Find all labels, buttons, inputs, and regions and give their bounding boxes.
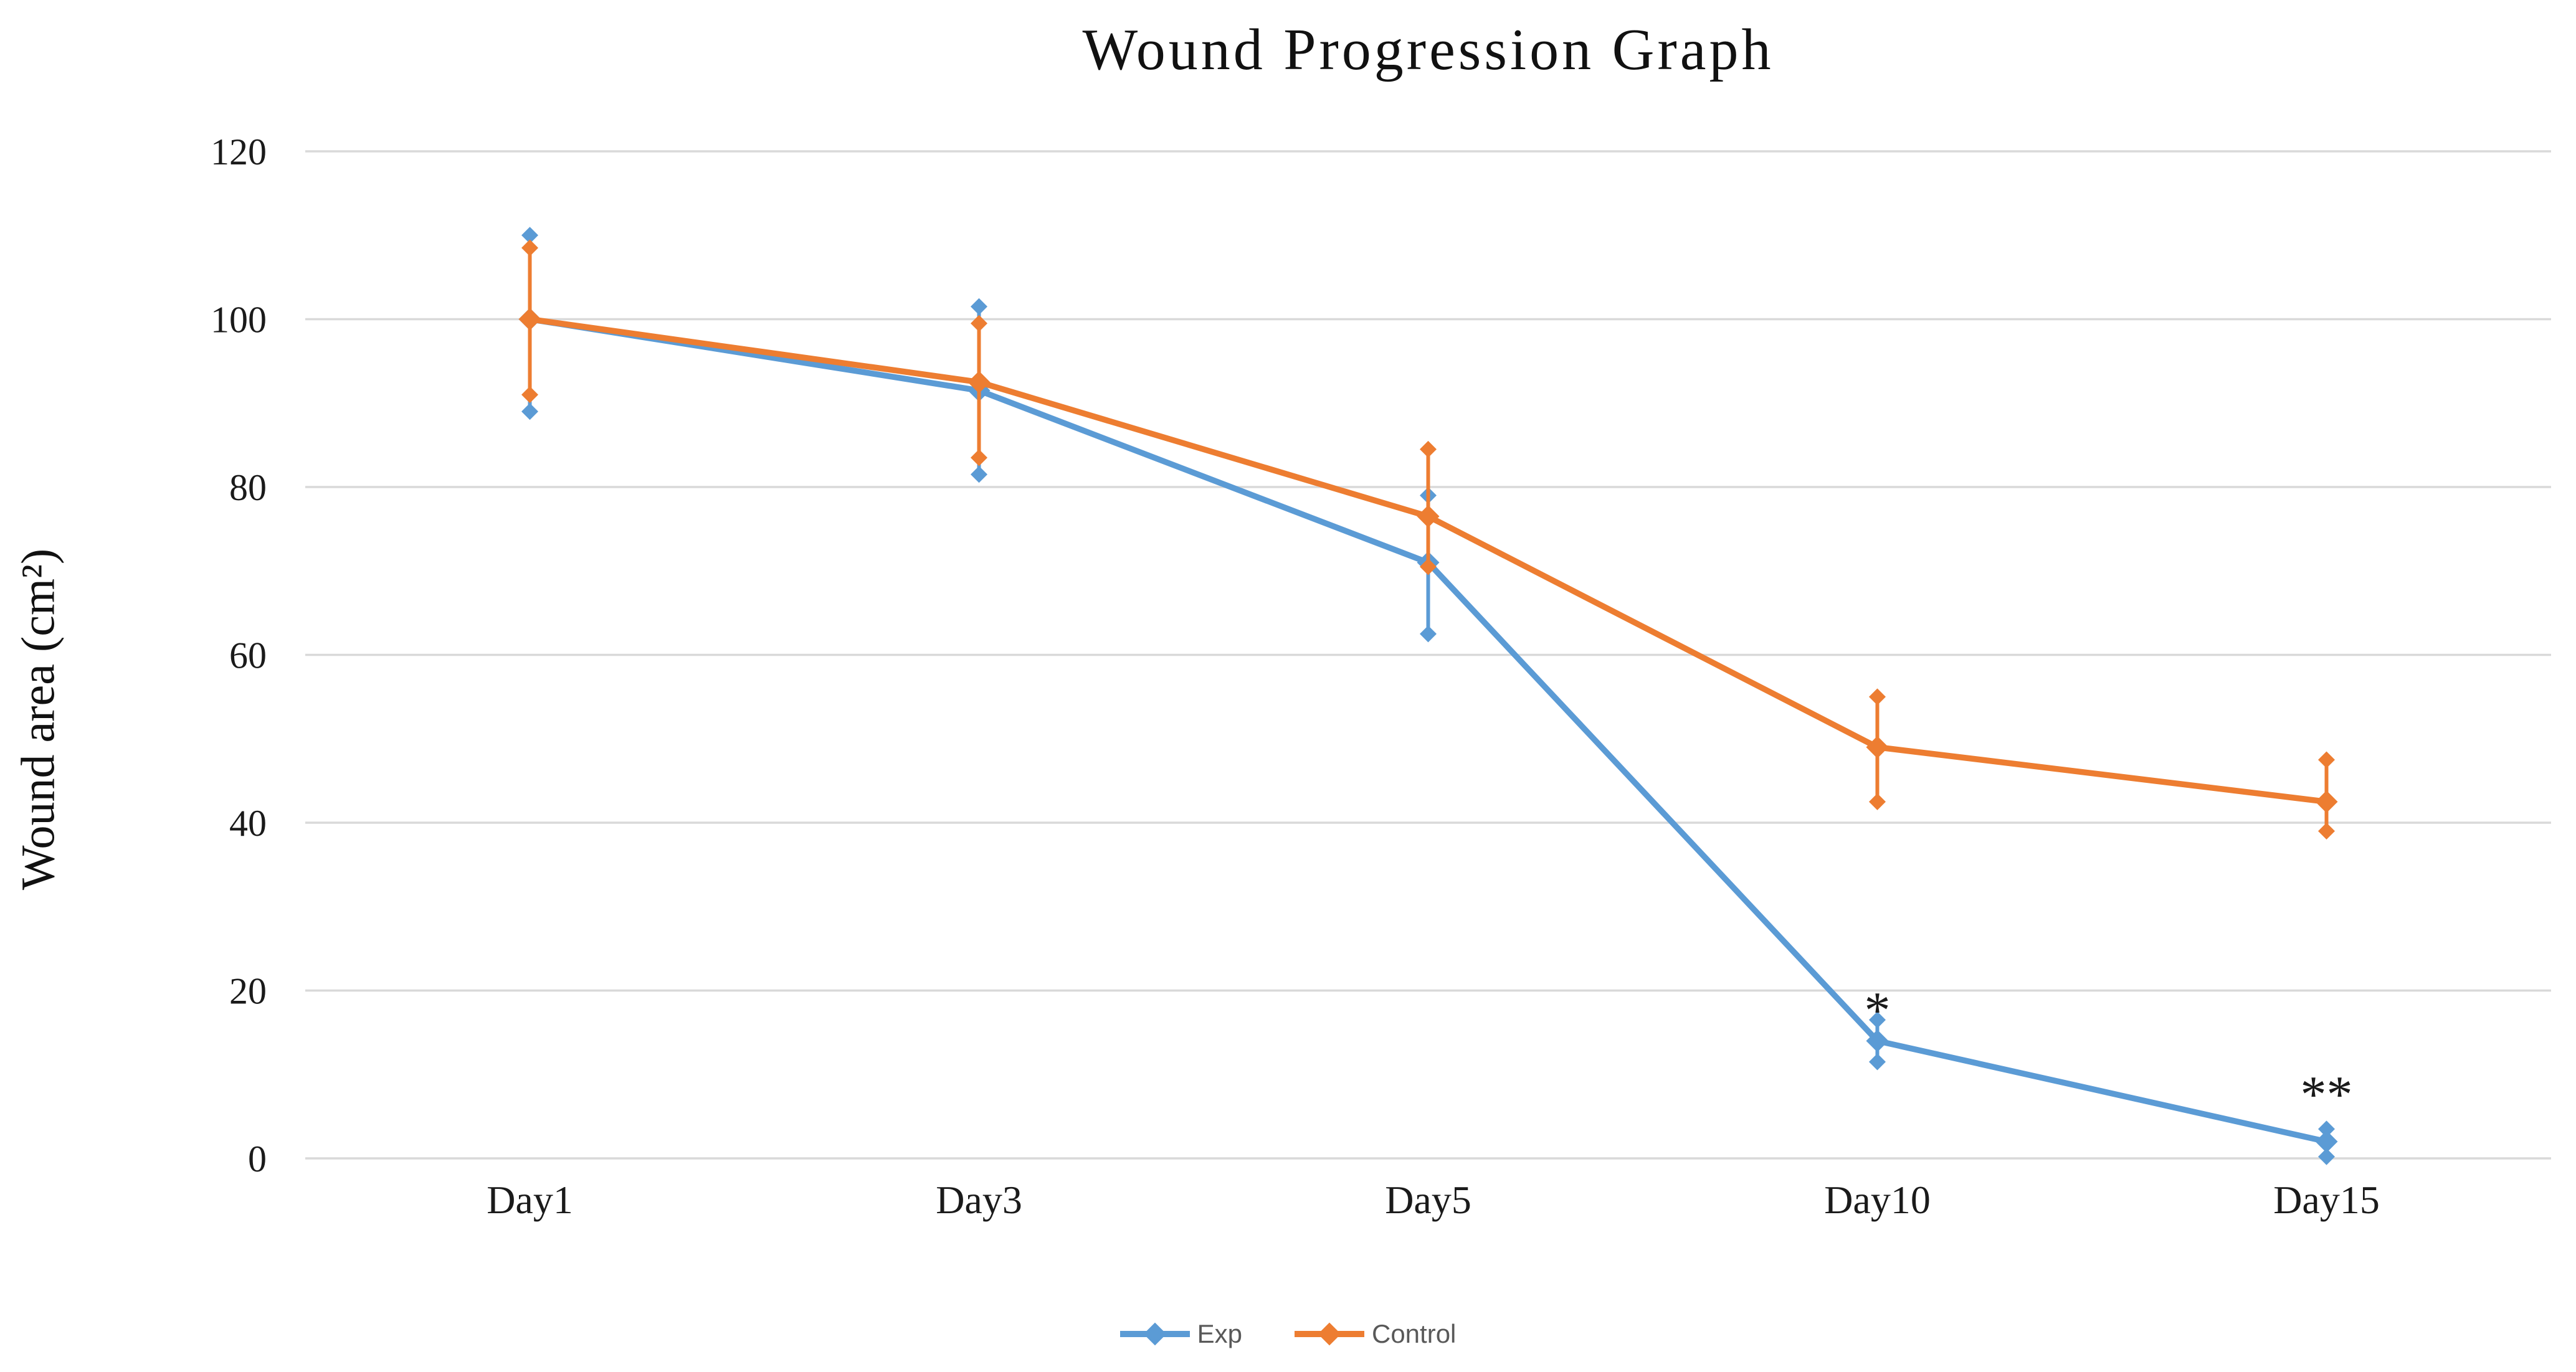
- data-point-exp: [2315, 1130, 2338, 1153]
- legend-item-exp: Exp: [1119, 1319, 1242, 1349]
- data-point-control: [2315, 790, 2338, 813]
- error-cap-upper-exp: [521, 227, 538, 244]
- data-point-control: [1866, 736, 1889, 759]
- legend-item-control: Control: [1294, 1319, 1457, 1349]
- x-category-label: Day10: [1824, 1178, 1931, 1222]
- y-tick-label: 40: [229, 803, 267, 844]
- legend-label-exp: Exp: [1197, 1319, 1242, 1348]
- data-point-control: [967, 371, 991, 394]
- error-cap-upper-control: [971, 315, 987, 332]
- significance-marker: **: [2301, 1066, 2353, 1124]
- error-cap-lower-control: [971, 449, 987, 466]
- error-cap-lower-exp: [971, 466, 987, 483]
- y-tick-label: 0: [248, 1138, 267, 1180]
- error-cap-lower-control: [2318, 822, 2335, 840]
- error-cap-upper-control: [1420, 440, 1437, 458]
- error-cap-upper-control: [2318, 751, 2335, 769]
- data-point-control: [1417, 505, 1440, 528]
- control-diamond-marker-icon: [1318, 1322, 1341, 1346]
- data-point-control: [518, 308, 541, 331]
- error-cap-lower-exp: [521, 403, 538, 420]
- chart-title: Wound Progression Graph: [1082, 17, 1774, 82]
- error-cap-lower-control: [1420, 558, 1437, 575]
- error-cap-lower-exp: [1420, 625, 1437, 643]
- x-category-label: Day1: [487, 1178, 573, 1222]
- error-cap-lower-control: [521, 386, 538, 404]
- y-tick-label: 20: [229, 971, 267, 1012]
- x-category-label: Day5: [1385, 1178, 1471, 1222]
- error-cap-upper-exp: [971, 298, 987, 315]
- x-category-label: Day3: [936, 1178, 1022, 1222]
- y-tick-label: 60: [229, 635, 267, 676]
- x-category-label: Day15: [2273, 1178, 2380, 1222]
- control-legend-key: [1294, 1322, 1364, 1346]
- exp-diamond-marker-icon: [1143, 1322, 1166, 1346]
- error-cap-upper-control: [521, 239, 538, 257]
- error-cap-upper-control: [1869, 688, 1886, 706]
- y-tick-label: 100: [211, 300, 267, 341]
- data-point-exp: [1866, 1029, 1889, 1053]
- y-tick-label: 120: [211, 131, 267, 173]
- legend-label-control: Control: [1371, 1319, 1457, 1348]
- error-cap-upper-exp: [2318, 1120, 2335, 1138]
- error-cap-lower-exp: [1869, 1053, 1886, 1071]
- exp-legend-key: [1119, 1322, 1190, 1346]
- y-tick-label: 80: [229, 467, 267, 508]
- legend: Exp Control: [0, 1319, 2576, 1349]
- y-axis-title: Wound area (cm²): [12, 548, 65, 891]
- error-cap-lower-exp: [2318, 1148, 2335, 1165]
- error-cap-upper-exp: [1869, 1011, 1886, 1029]
- significance-marker: *: [1865, 982, 1891, 1039]
- error-cap-lower-control: [1869, 793, 1886, 810]
